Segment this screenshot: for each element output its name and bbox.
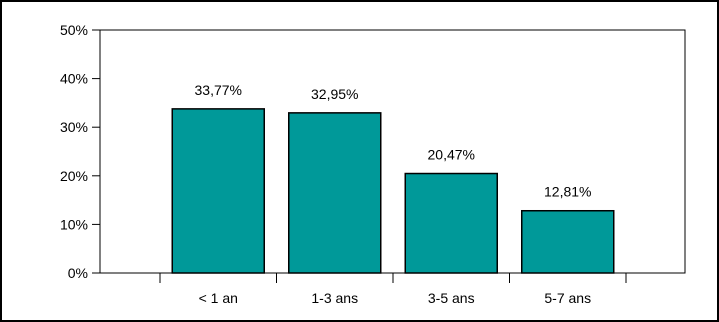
data-label: 32,95% bbox=[311, 86, 358, 102]
y-tick-label: 50% bbox=[60, 22, 88, 38]
bar bbox=[521, 209, 615, 274]
bar bbox=[288, 112, 382, 274]
bar bbox=[404, 172, 498, 274]
y-axis: 0% 10% 20% 30% 40% 50% bbox=[60, 22, 100, 281]
data-label: 33,77% bbox=[195, 82, 242, 98]
y-tick-label: 40% bbox=[60, 71, 88, 87]
x-tick-label: < 1 an bbox=[199, 290, 238, 306]
y-tick-label: 10% bbox=[60, 216, 88, 232]
x-tick-label: 1-3 ans bbox=[311, 290, 358, 306]
x-axis: < 1 an 1-3 ans 3-5 ans 5-7 ans bbox=[159, 273, 627, 306]
data-label: 12,81% bbox=[544, 184, 591, 200]
data-labels: 33,77% 32,95% 20,47% 12,81% bbox=[195, 82, 592, 200]
data-label: 20,47% bbox=[428, 147, 475, 163]
bar bbox=[171, 108, 265, 274]
y-tick-label: 20% bbox=[60, 168, 88, 184]
y-tick-label: 0% bbox=[68, 265, 88, 281]
y-tick-label: 30% bbox=[60, 119, 88, 135]
x-tick-label: 5-7 ans bbox=[544, 290, 591, 306]
bars bbox=[171, 108, 615, 274]
x-tick-label: 3-5 ans bbox=[428, 290, 475, 306]
